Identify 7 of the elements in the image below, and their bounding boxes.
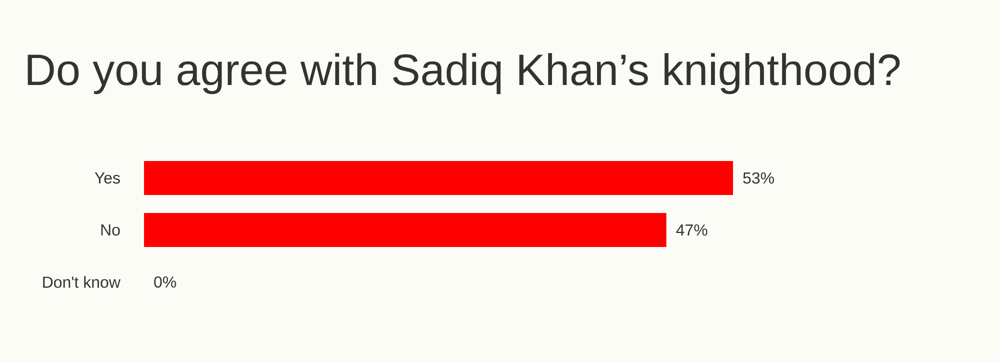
- data-label: 0%: [154, 276, 176, 288]
- y-tick-label: Yes: [94, 172, 120, 184]
- y-tick-label: No: [101, 224, 120, 236]
- data-label: 53%: [743, 172, 774, 184]
- data-label: 47%: [676, 224, 708, 236]
- y-tick-label: Don't know: [43, 276, 120, 288]
- chart-title: Do you agree with Sadiq Khan’s knighthood?: [28, 53, 900, 94]
